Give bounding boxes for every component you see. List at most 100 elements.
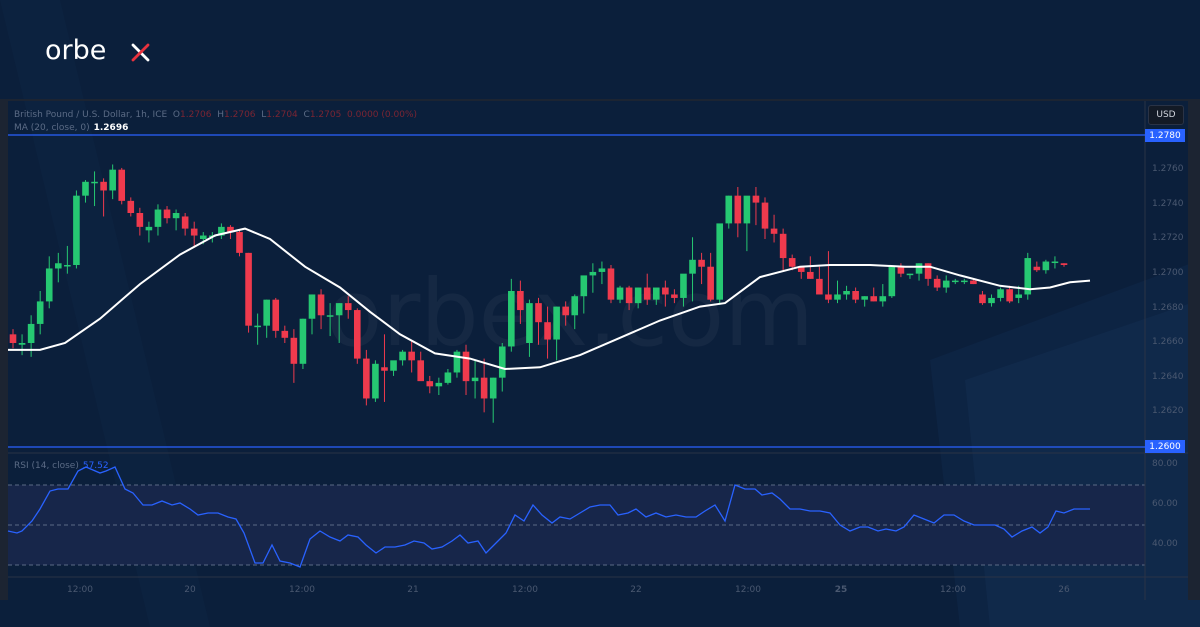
candle <box>408 341 415 373</box>
candle <box>82 180 89 203</box>
candle <box>335 303 343 343</box>
price-axis-label: 1.2640 <box>1152 372 1184 382</box>
candle <box>1051 256 1059 269</box>
ma-value: 1.2696 <box>93 123 129 133</box>
candle <box>290 329 298 383</box>
candle <box>1033 261 1041 272</box>
candle <box>997 287 1004 302</box>
candle <box>236 230 243 257</box>
ma-label: MA (20, close, 0) <box>14 123 90 133</box>
candle <box>725 195 733 229</box>
watermark: orbex.com <box>326 260 814 367</box>
candle <box>91 171 98 207</box>
candle <box>344 296 352 319</box>
price-axis-label: 1.2720 <box>1152 233 1184 243</box>
candle <box>508 278 515 352</box>
candle <box>671 289 678 304</box>
candle <box>64 245 71 274</box>
candle <box>100 178 107 217</box>
candle <box>1024 252 1032 300</box>
logo-text: orbe <box>45 35 106 65</box>
symbol-title: British Pound / U.S. Dollar, 1h, ICE <box>14 110 168 120</box>
candle <box>988 294 995 307</box>
candle <box>625 285 633 311</box>
candle <box>616 285 624 304</box>
time-axis-label: 12:00 <box>940 585 966 595</box>
time-axis-label: 20 <box>184 585 196 595</box>
rsi-legend: RSI (14, close) 57.52 <box>14 461 109 471</box>
chart-frame-right <box>1188 99 1200 600</box>
candle <box>363 349 370 406</box>
candle <box>716 223 724 305</box>
chart-frame-left <box>0 99 8 600</box>
candle <box>562 301 569 326</box>
rsi-value: 57.52 <box>82 461 109 471</box>
candle <box>580 275 588 314</box>
candle <box>181 212 189 236</box>
candle <box>172 209 180 231</box>
candle <box>399 349 406 366</box>
candle <box>263 299 270 338</box>
candle <box>680 273 687 307</box>
logo-x-icon <box>131 43 150 62</box>
time-axis-label: 12:00 <box>67 585 93 595</box>
orbex-logo: orbe <box>45 35 155 66</box>
chart-frame-top <box>0 99 1200 101</box>
candle <box>942 275 950 293</box>
candle <box>281 325 289 343</box>
close-value: 1.2705 <box>309 110 342 120</box>
candle <box>788 254 796 271</box>
candle <box>698 252 705 285</box>
moving-average-line <box>8 227 1091 371</box>
chart-dividers <box>8 101 1188 600</box>
candle <box>390 360 397 376</box>
candle <box>489 377 497 423</box>
rsi-axis-label: 40.00 <box>1152 539 1178 549</box>
candle <box>652 287 660 305</box>
candle <box>888 266 896 298</box>
candle <box>571 294 579 330</box>
candle <box>906 273 914 279</box>
candle <box>254 313 261 345</box>
candle <box>18 334 26 356</box>
low-value: 1.2704 <box>266 110 298 120</box>
candle <box>734 186 742 238</box>
candle <box>743 195 751 252</box>
candle <box>462 344 470 395</box>
rsi-band <box>8 484 1145 566</box>
price-axis-label: 1.2660 <box>1152 337 1184 347</box>
candle <box>634 287 642 309</box>
time-axis-label: 22 <box>630 585 642 595</box>
candle <box>979 290 986 305</box>
candle <box>417 351 425 382</box>
candlesticks <box>9 164 1068 423</box>
candle <box>435 377 443 395</box>
candle <box>127 197 135 217</box>
time-axis-label: 21 <box>407 585 419 595</box>
price-level-tag-high: 1.2780 <box>1145 129 1185 142</box>
candle <box>353 308 361 364</box>
candle <box>1006 285 1013 304</box>
candle <box>272 297 280 338</box>
candle <box>861 296 868 307</box>
time-axis-label: 26 <box>1058 585 1070 595</box>
chart-legend: British Pound / U.S. Dollar, 1h, ICE O1.… <box>14 109 417 135</box>
high-value: 1.2706 <box>224 110 256 120</box>
price-axis-label: 1.2680 <box>1152 303 1184 313</box>
price-level-tag-low: 1.2600 <box>1145 440 1185 453</box>
candle <box>372 360 379 402</box>
candle <box>517 280 524 324</box>
rsi-label: RSI (14, close) <box>14 461 79 471</box>
candle <box>607 264 615 304</box>
candle <box>770 214 778 243</box>
candle <box>9 329 17 349</box>
candle <box>825 251 832 304</box>
candle <box>761 197 769 239</box>
candle <box>544 306 551 359</box>
candle <box>426 375 434 394</box>
currency-button[interactable]: USD <box>1148 105 1184 125</box>
change-value: 0.0000 (0.00%) <box>347 110 418 120</box>
candle <box>834 280 841 304</box>
candle <box>381 334 388 402</box>
